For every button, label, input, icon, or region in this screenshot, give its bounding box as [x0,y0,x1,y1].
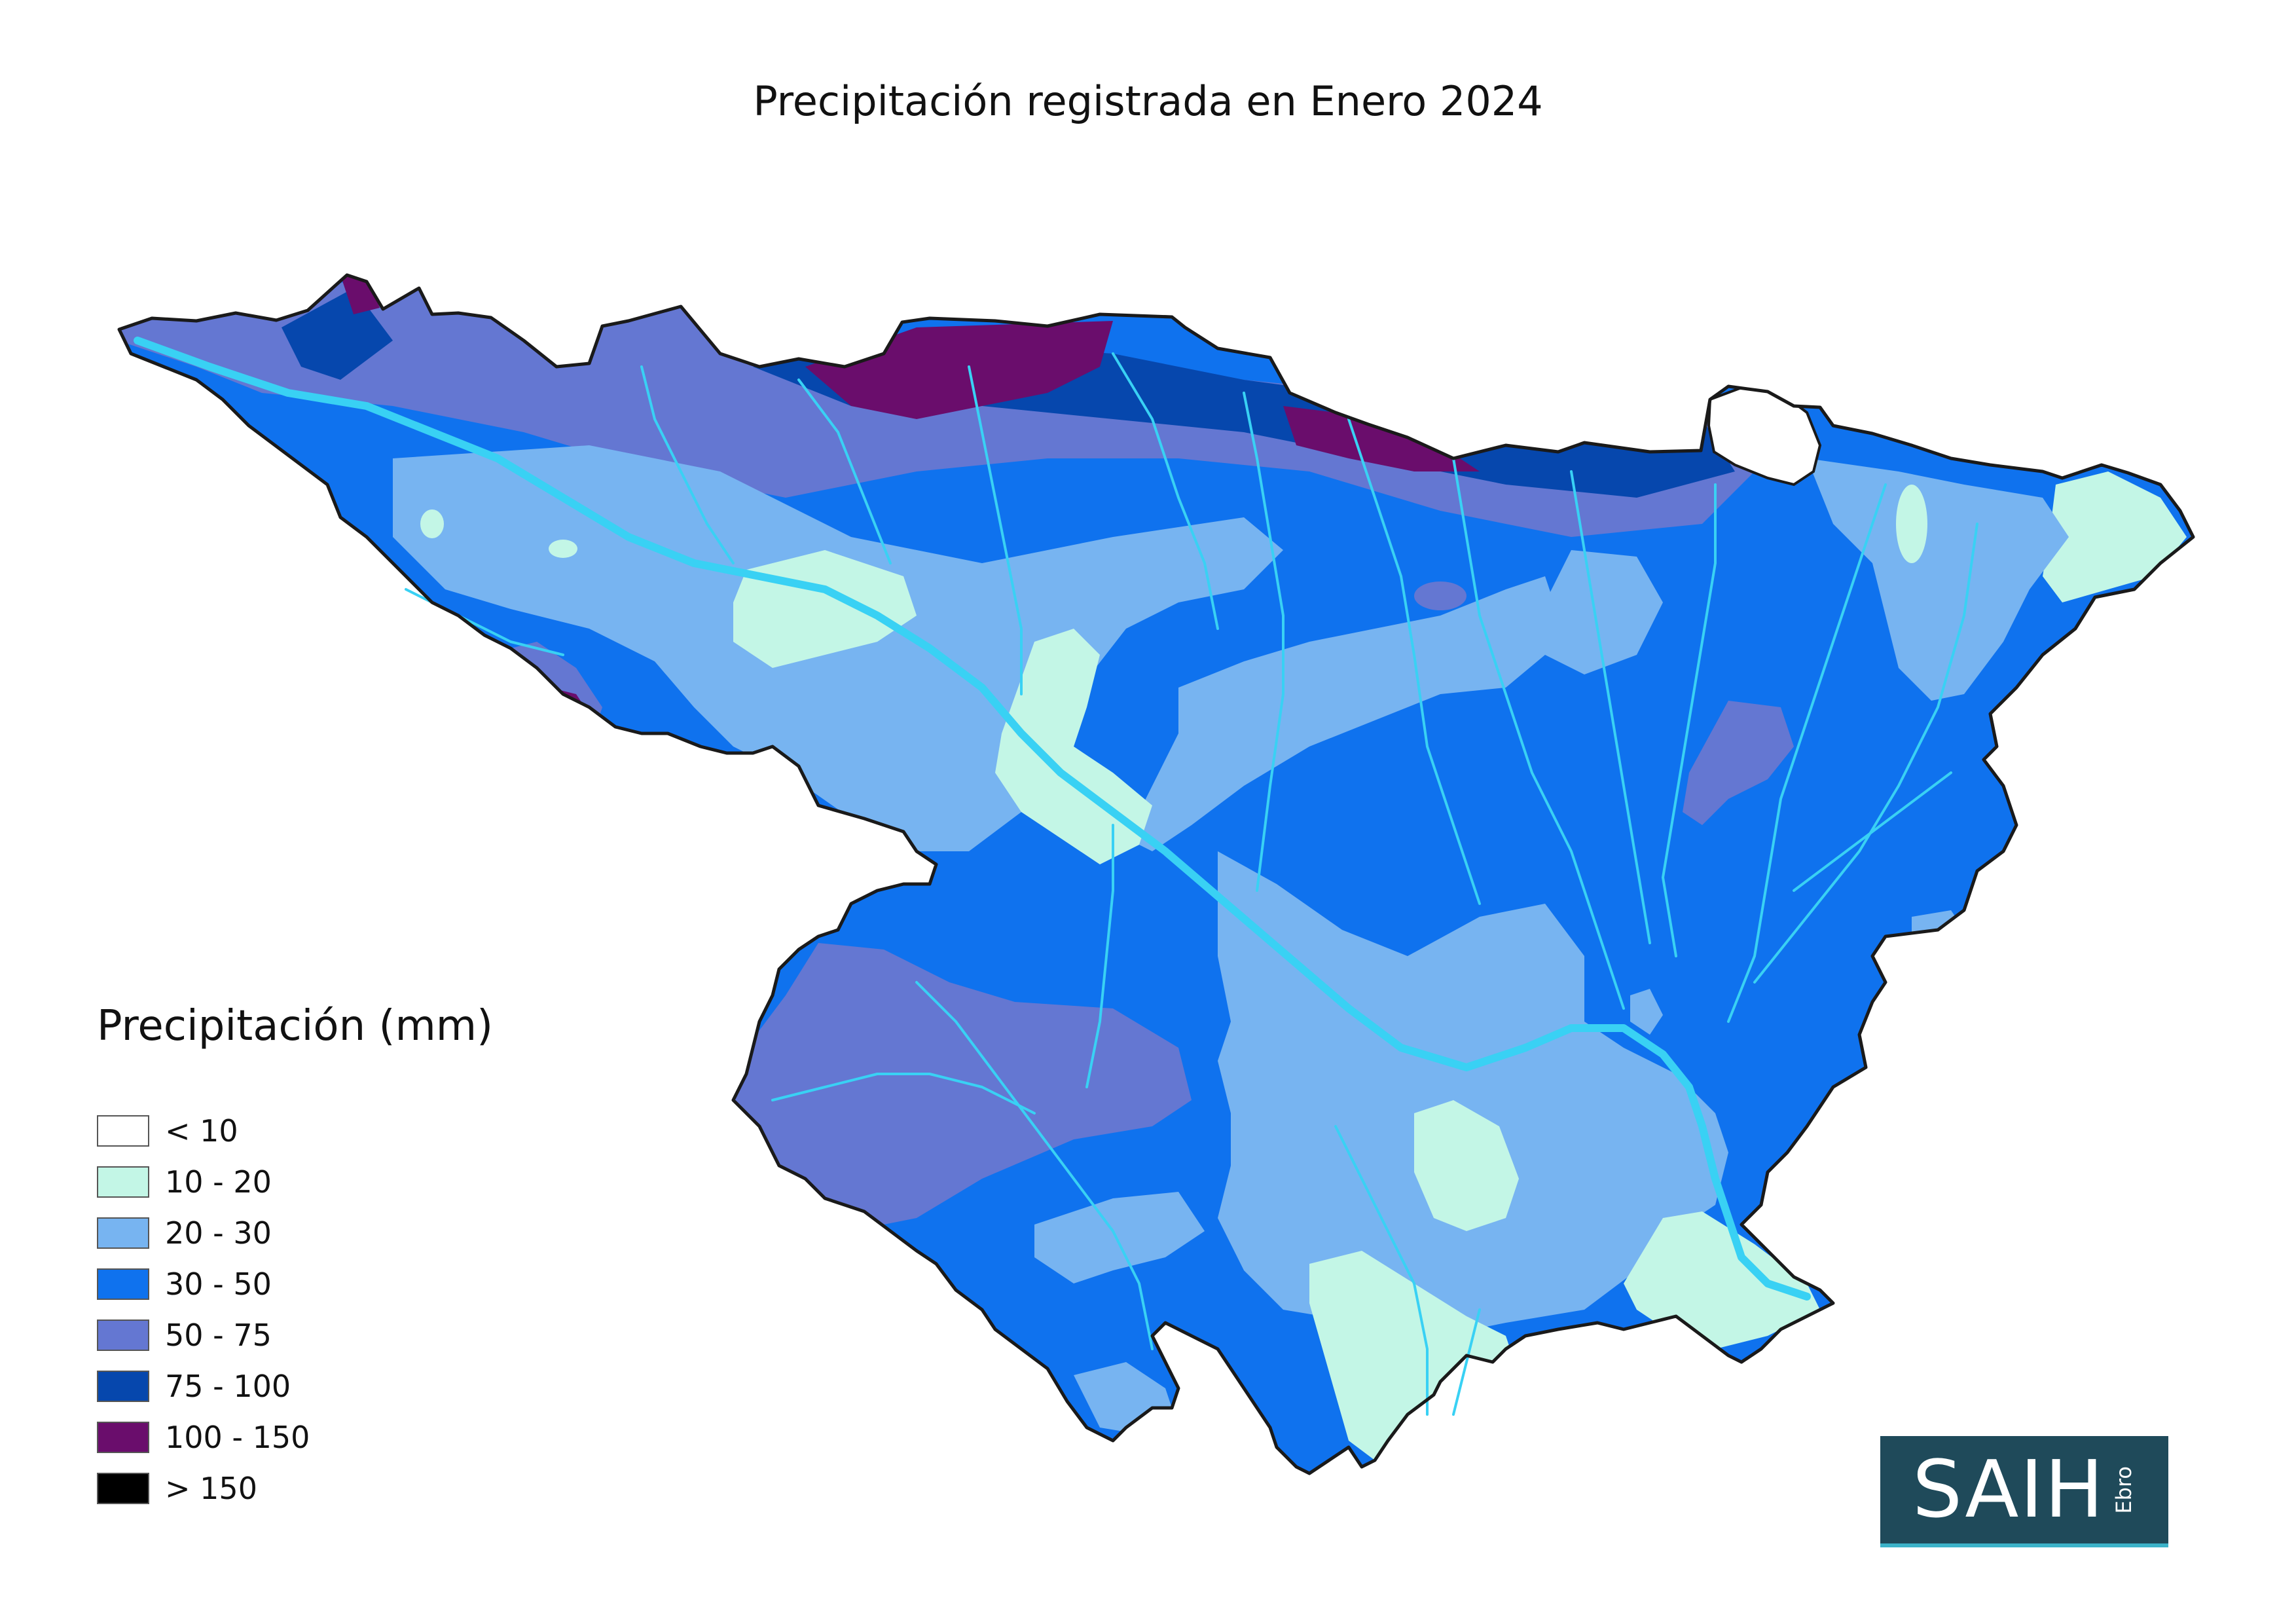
saih-ebro-logo: SAIH Ebro [1880,1436,2168,1543]
legend-label: 20 - 30 [165,1215,272,1251]
legend-swatch [97,1371,149,1402]
legend-swatch [97,1473,149,1504]
legend-label: 50 - 75 [165,1318,272,1353]
legend-item: 75 - 100 [97,1361,493,1412]
legend-item: 100 - 150 [97,1412,493,1463]
legend-swatch [97,1268,149,1300]
logo-main-text: SAIH [1912,1444,2105,1536]
basin-boundary [117,273,2195,1475]
legend-label: 10 - 20 [165,1164,272,1200]
legend-item: < 10 [97,1105,493,1156]
legend-label: < 10 [165,1113,238,1149]
rivers [134,337,1978,1416]
legend-item: 30 - 50 [97,1259,493,1310]
legend-item: > 150 [97,1463,493,1514]
legend-swatch [97,1166,149,1198]
legend-item: 10 - 20 [97,1156,493,1208]
logo-sub-text: Ebro [2111,1466,2137,1514]
legend-item: 20 - 30 [97,1208,493,1259]
legend-label: 30 - 50 [165,1266,272,1302]
legend-title: Precipitación (mm) [97,1002,494,1050]
legend: Precipitación (mm) < 10 10 - 20 20 - 30 30 … [97,1002,493,1514]
legend-items: < 10 10 - 20 20 - 30 30 - 50 50 - 75 75 - 100… [97,1105,493,1514]
legend-swatch [97,1115,149,1147]
legend-swatch [97,1422,149,1453]
legend-swatch [97,1320,149,1351]
legend-item: 50 - 75 [97,1310,493,1361]
legend-label: > 150 [165,1471,257,1506]
legend-label: 75 - 100 [165,1369,291,1404]
map-title: Precipitación registrada en Enero 2024 [753,77,1543,125]
legend-label: 100 - 150 [165,1420,310,1455]
legend-swatch [97,1217,149,1249]
